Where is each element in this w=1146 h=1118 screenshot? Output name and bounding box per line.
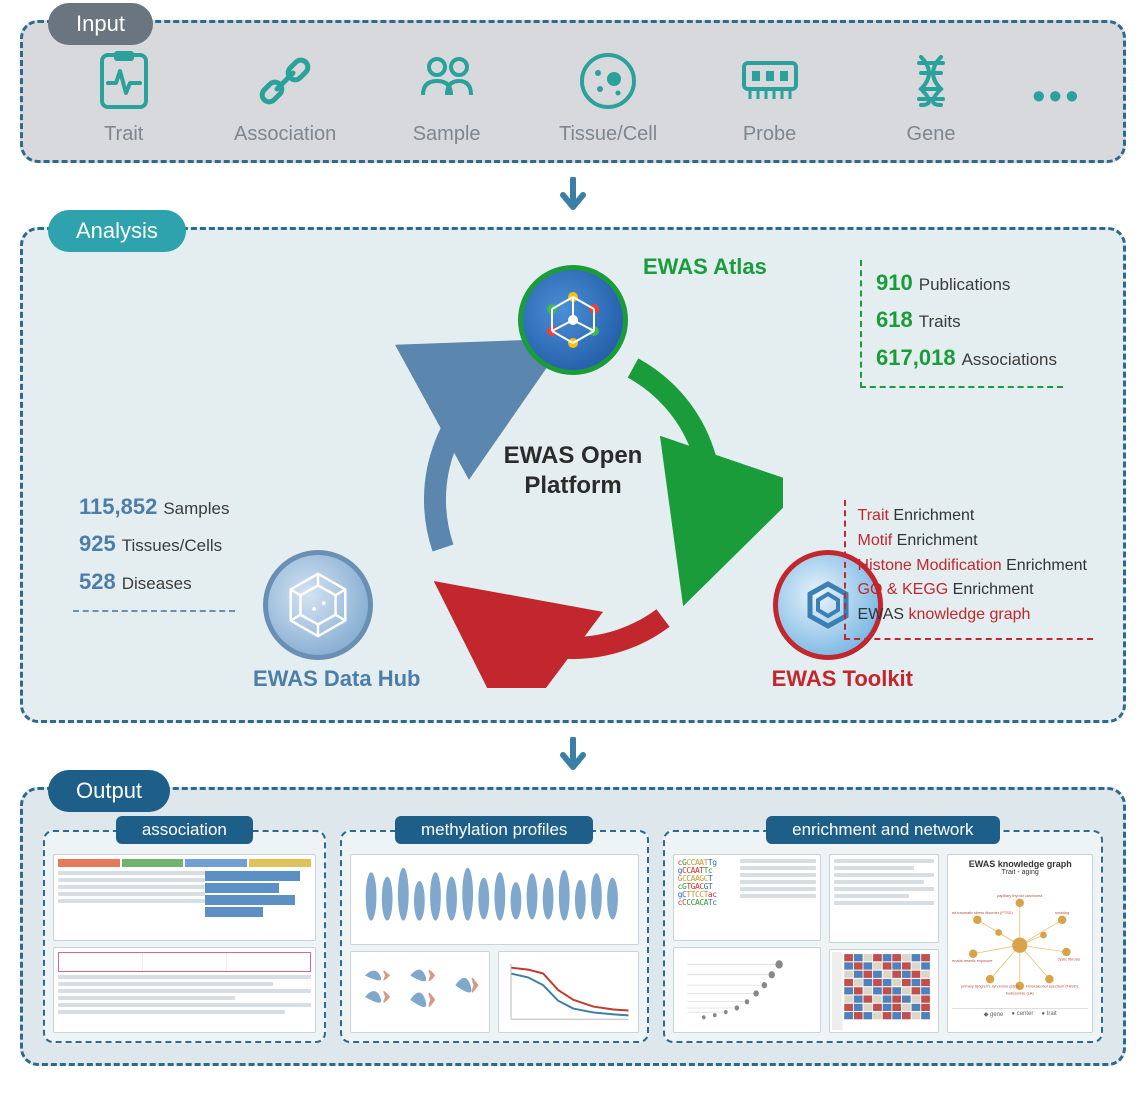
group-tab: enrichment and network xyxy=(766,816,999,844)
ellipsis-icon: ••• xyxy=(1032,75,1082,117)
gene-icon xyxy=(895,45,967,117)
thumbnail xyxy=(350,854,639,945)
analysis-body: EWAS OpenPlatform EWAS Atlas 910Publicat… xyxy=(43,260,1103,700)
down-arrow-icon xyxy=(20,177,1126,217)
atlas-stats: 910Publications 618Traits 617,018Associa… xyxy=(860,260,1063,388)
input-trait: Trait xyxy=(64,45,184,146)
svg-text:budesonide (LA): budesonide (LA) xyxy=(1006,991,1035,995)
input-section: Input Trait Association Sample Tissue/Ce… xyxy=(20,20,1126,163)
tissue-icon xyxy=(572,45,644,117)
ewas-toolkit-title: EWAS Toolkit xyxy=(772,666,913,692)
group-tab: association xyxy=(116,816,253,844)
input-label: Gene xyxy=(907,123,956,146)
svg-text:Fetal alcohol spectrum (FASD): Fetal alcohol spectrum (FASD) xyxy=(1027,985,1079,989)
ewas-atlas-node xyxy=(518,265,628,375)
svg-text:primary Sjögren's syndrome (pS: primary Sjögren's syndrome (pSS) xyxy=(962,985,1021,989)
thumbnail xyxy=(350,951,490,1033)
output-row: association methylation profiles xyxy=(43,830,1103,1043)
svg-text:post-traumatic stress disorder: post-traumatic stress disorder (PTSD) xyxy=(952,911,1013,915)
svg-text:smoking: smoking xyxy=(1056,911,1070,915)
svg-text:prenatal arsenic exposure: prenatal arsenic exposure xyxy=(952,959,992,963)
thumbnail xyxy=(829,854,940,943)
thumbnail-knowledge-graph: EWAS knowledge graph Trait - aging papil… xyxy=(947,854,1093,1033)
thumbnail: cGCCAATTg gCCAATTc GCCAAGCT cGTGACGT gCT… xyxy=(673,854,821,941)
center-title: EWAS OpenPlatform xyxy=(504,441,643,501)
down-arrow-icon xyxy=(20,737,1126,777)
input-label: Probe xyxy=(743,123,796,146)
hub-stats: 115,852Samples 925Tissues/Cells 528Disea… xyxy=(73,484,235,612)
toolkit-stats: Trait Enrichment Motif Enrichment Histon… xyxy=(844,500,1093,640)
sample-icon xyxy=(411,45,483,117)
input-label: Tissue/Cell xyxy=(559,123,657,146)
analysis-section: Analysis EWAS OpenPlatform EWAS Atlas 91… xyxy=(20,227,1126,723)
svg-text:cystic fibrosis: cystic fibrosis xyxy=(1058,957,1081,961)
analysis-section-label: Analysis xyxy=(48,210,186,252)
thumbnail xyxy=(498,951,638,1033)
svg-text:papillary thyroid carcinoma: papillary thyroid carcinoma xyxy=(998,894,1044,898)
thumbnail xyxy=(829,949,940,1034)
output-section-label: Output xyxy=(48,770,170,812)
input-sample: Sample xyxy=(387,45,507,146)
trait-icon xyxy=(88,45,160,117)
thumbnail xyxy=(673,947,821,1034)
output-section: Output association methylation profiles xyxy=(20,787,1126,1066)
output-association-group: association xyxy=(43,830,326,1043)
group-tab: methylation profiles xyxy=(395,816,593,844)
output-methylation-group: methylation profiles xyxy=(340,830,649,1043)
ewas-hub-node xyxy=(263,550,373,660)
thumbnail xyxy=(53,854,316,941)
ewas-atlas-title: EWAS Atlas xyxy=(643,254,767,280)
input-label: Association xyxy=(234,123,336,146)
kgraph-title: EWAS knowledge graph xyxy=(952,859,1088,869)
input-label: Trait xyxy=(104,123,143,146)
input-tissue: Tissue/Cell xyxy=(548,45,668,146)
probe-icon xyxy=(734,45,806,117)
association-icon xyxy=(249,45,321,117)
input-association: Association xyxy=(225,45,345,146)
input-label: Sample xyxy=(413,123,481,146)
ewas-hub-title: EWAS Data Hub xyxy=(253,666,420,692)
kgraph-subtitle: Trait - aging xyxy=(952,869,1088,876)
input-probe: Probe xyxy=(710,45,830,146)
input-row: Trait Association Sample Tissue/Cell Pro xyxy=(43,45,1103,146)
input-gene: Gene xyxy=(871,45,991,146)
output-enrichment-group: enrichment and network cGCCAATTg gCCAATT… xyxy=(663,830,1103,1043)
input-section-label: Input xyxy=(48,3,153,45)
thumbnail xyxy=(53,947,316,1034)
